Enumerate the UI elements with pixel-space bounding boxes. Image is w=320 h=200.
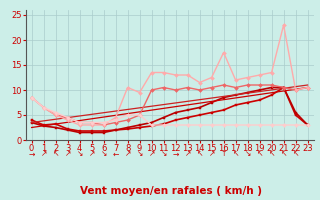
Text: ↗: ↗ bbox=[88, 150, 95, 158]
Text: ↖: ↖ bbox=[52, 150, 59, 158]
Text: ↗: ↗ bbox=[40, 150, 47, 158]
Text: →: → bbox=[28, 150, 35, 158]
Text: ↗: ↗ bbox=[148, 150, 155, 158]
Text: ↗: ↗ bbox=[64, 150, 71, 158]
Text: ↖: ↖ bbox=[232, 150, 239, 158]
Text: ↘: ↘ bbox=[100, 150, 107, 158]
Text: ↖: ↖ bbox=[292, 150, 299, 158]
Text: →: → bbox=[172, 150, 179, 158]
Text: ↖: ↖ bbox=[196, 150, 203, 158]
Text: ↖: ↖ bbox=[268, 150, 275, 158]
Text: ↖: ↖ bbox=[256, 150, 263, 158]
Text: ↘: ↘ bbox=[136, 150, 143, 158]
Text: ↖: ↖ bbox=[280, 150, 287, 158]
Text: ↘: ↘ bbox=[76, 150, 83, 158]
Text: Vent moyen/en rafales ( km/h ): Vent moyen/en rafales ( km/h ) bbox=[80, 186, 262, 196]
Text: ←: ← bbox=[112, 150, 119, 158]
Text: ↗: ↗ bbox=[184, 150, 191, 158]
Text: ↗: ↗ bbox=[124, 150, 131, 158]
Text: ↗: ↗ bbox=[208, 150, 215, 158]
Text: ↘: ↘ bbox=[244, 150, 251, 158]
Text: ↑: ↑ bbox=[220, 150, 227, 158]
Text: ↘: ↘ bbox=[160, 150, 167, 158]
